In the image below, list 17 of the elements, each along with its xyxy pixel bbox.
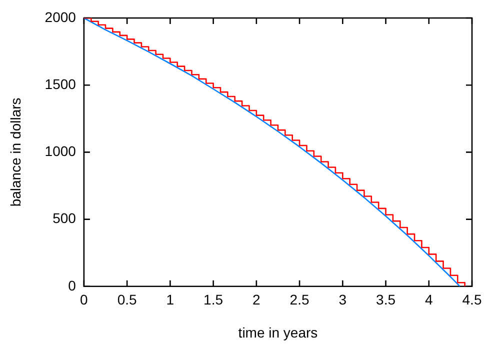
y-axis-title: balance in dollars — [7, 98, 24, 207]
x-axis-title: time in years — [238, 324, 318, 340]
x-tick-label: 4 — [424, 292, 433, 308]
x-tick-label: 2.5 — [290, 292, 310, 308]
y-tick-label: 500 — [52, 210, 76, 226]
x-tick-label: 3 — [338, 292, 347, 308]
x-tick-label: 0 — [80, 292, 88, 308]
x-tick-label: 3.5 — [376, 292, 396, 308]
y-tick-label: 1500 — [44, 76, 76, 92]
x-tick-label: 1.5 — [204, 292, 224, 308]
y-tick-label: 1000 — [44, 143, 76, 160]
x-tick-label: 0.5 — [117, 292, 138, 308]
x-tick-label: 1 — [166, 292, 174, 308]
y-tick-label: 2000 — [44, 8, 76, 25]
x-tick-label: 4.5 — [462, 292, 482, 308]
x-tick-label: 2 — [252, 292, 261, 308]
y-tick-label: 0 — [68, 277, 76, 294]
